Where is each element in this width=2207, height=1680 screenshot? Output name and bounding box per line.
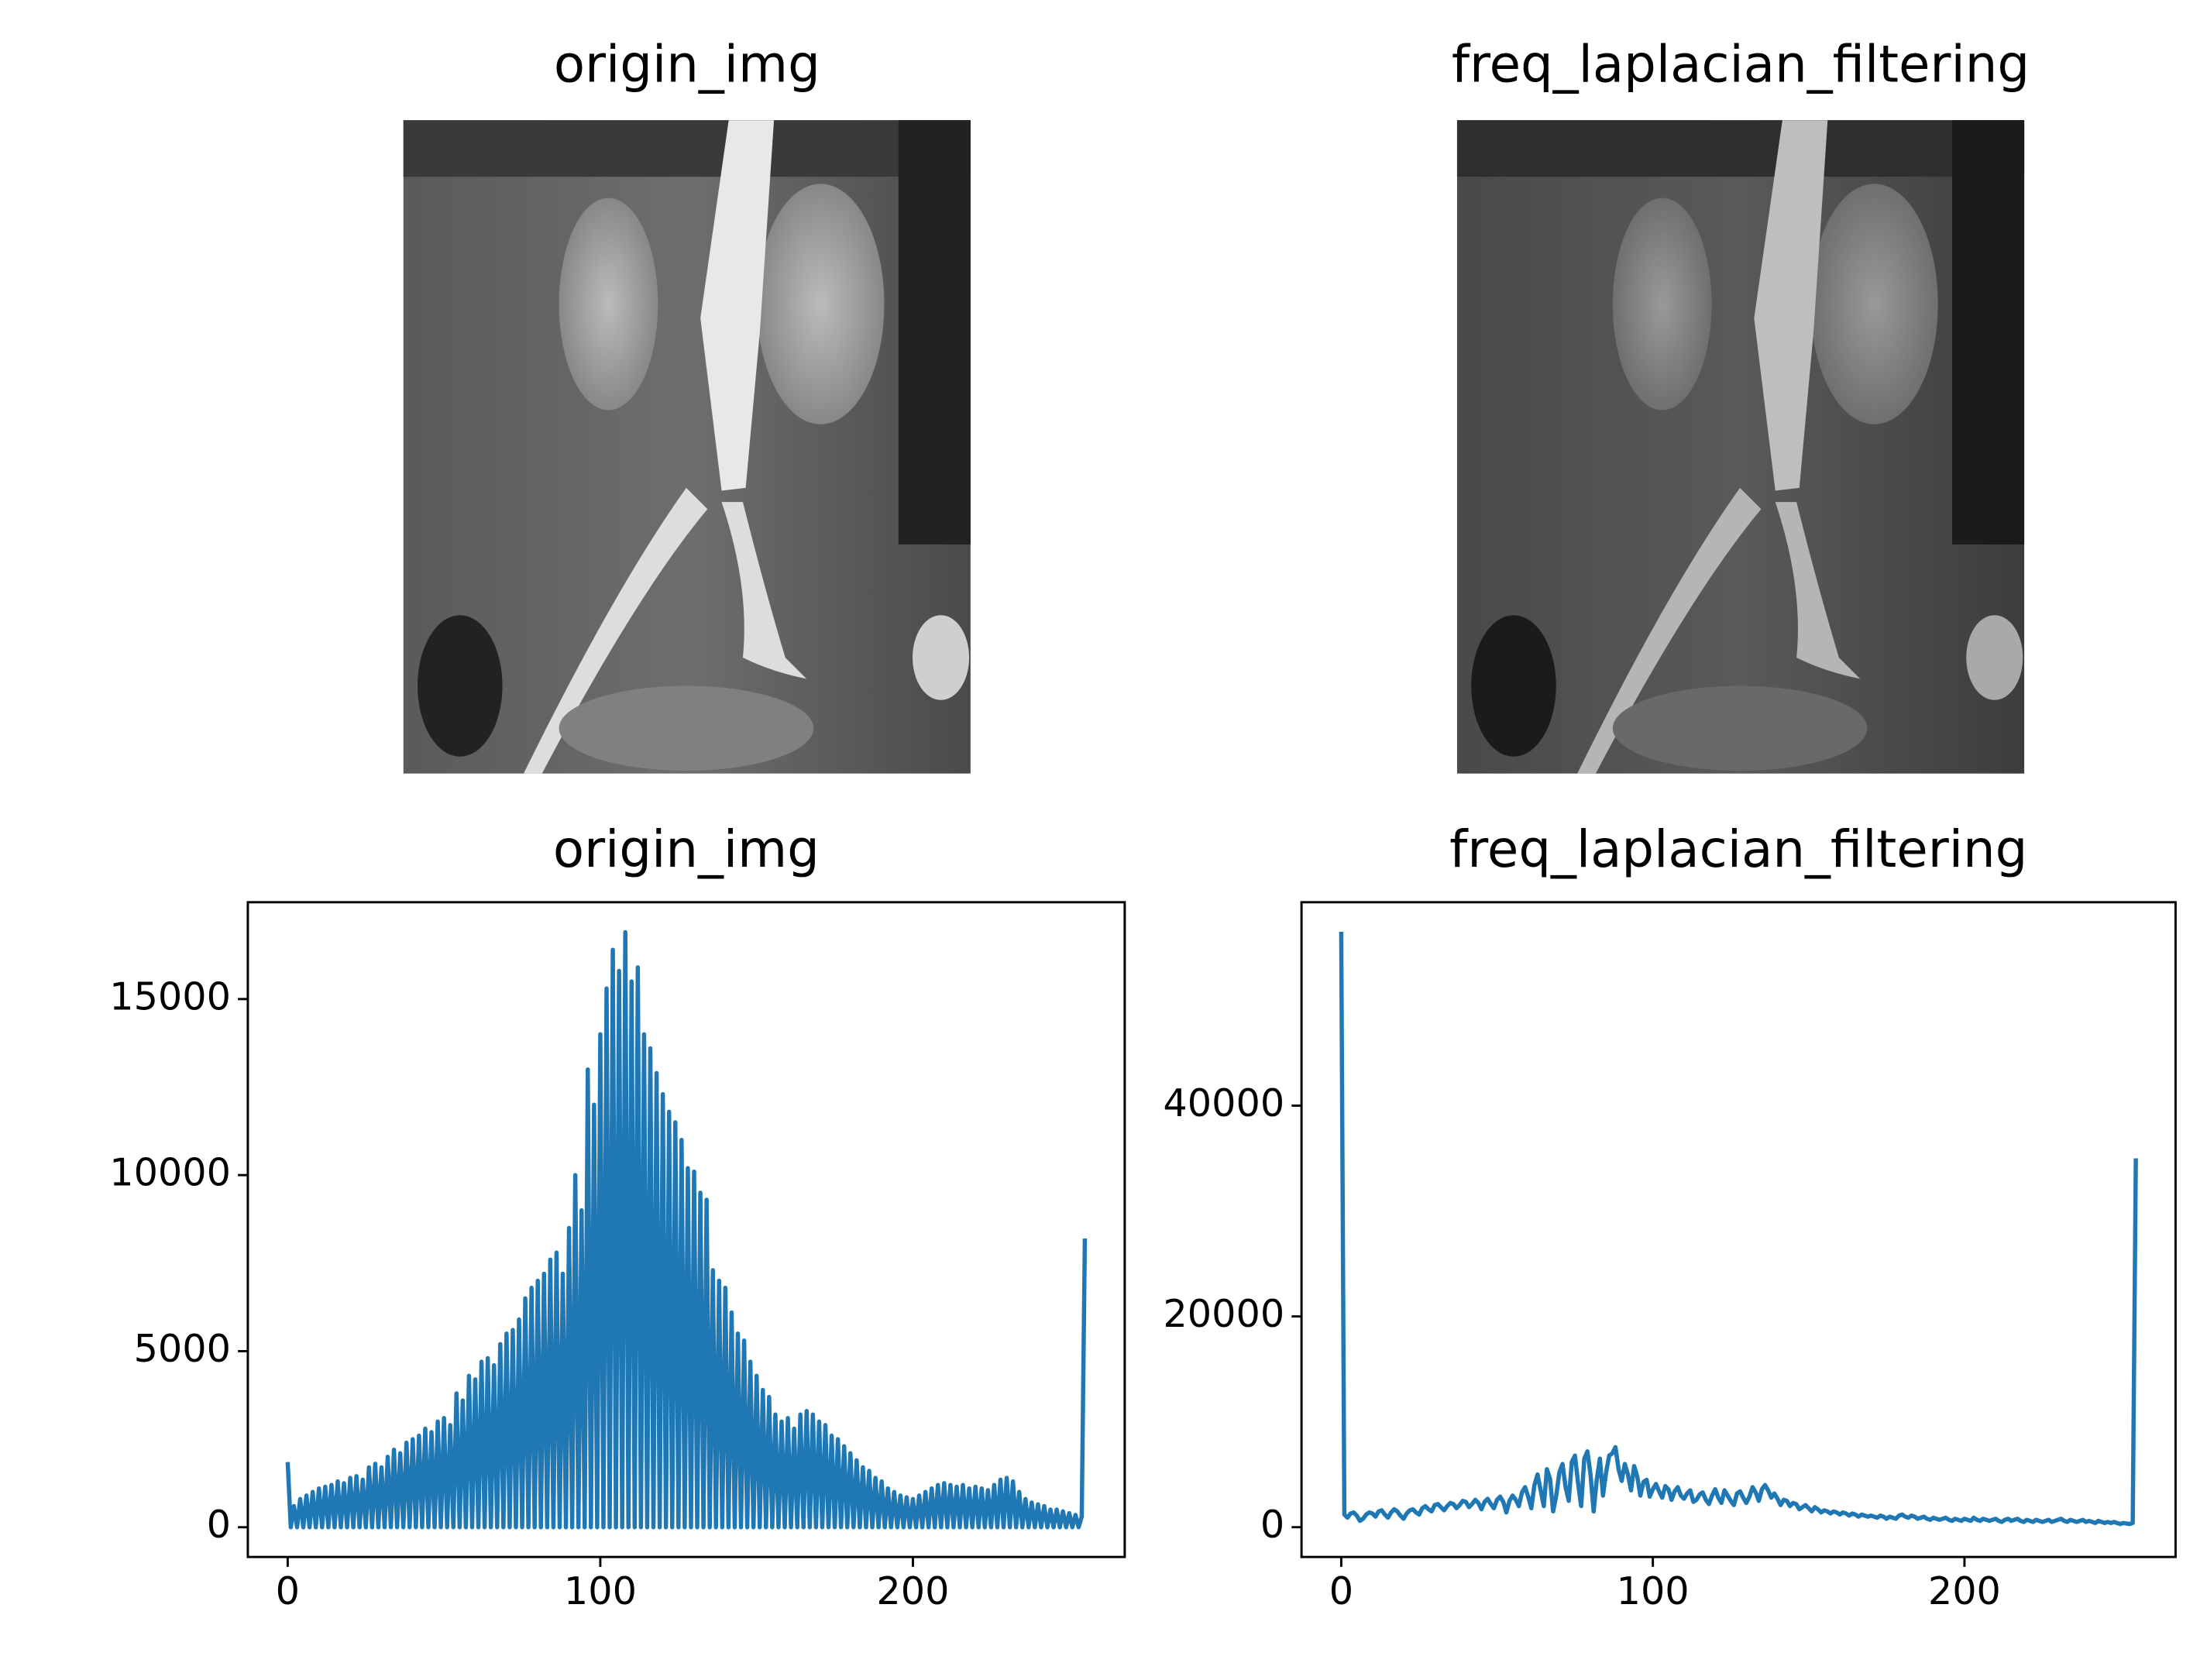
y-tick-label: 0: [1260, 1502, 1284, 1547]
line: [285, 929, 1088, 1530]
x-tick-label: 0: [276, 1568, 300, 1613]
axes-frame: [246, 901, 1126, 1558]
x-tick-label: 0: [1329, 1568, 1353, 1613]
x-tick-label: 200: [1928, 1568, 2001, 1613]
y-tick-label: 0: [207, 1502, 231, 1547]
chart-title: freq_laplacian_filtering: [1452, 36, 2030, 94]
y-tick-label: 40000: [1163, 1080, 1284, 1125]
image-shade: [1456, 120, 2025, 774]
chart-title: freq_laplacian_filtering: [1449, 820, 2027, 879]
image: [403, 120, 971, 774]
axes-frame: [1300, 901, 2177, 1558]
y-tick-label: 20000: [1163, 1291, 1284, 1336]
y-tick-label: 15000: [109, 974, 231, 1019]
x-tick-label: 100: [1617, 1568, 1690, 1613]
line: [1339, 931, 2138, 1527]
plots: origin_img freq_laplacian_filtering 0 100 20…: [109, 36, 2177, 1613]
x-tick-label: 200: [876, 1568, 949, 1613]
x-tick-label: 100: [564, 1568, 637, 1613]
chart-title: origin_img: [553, 820, 820, 879]
y-tick-label: 5000: [134, 1326, 231, 1371]
y-tick-label: 10000: [109, 1150, 231, 1195]
chart-title: origin_img: [554, 36, 820, 94]
